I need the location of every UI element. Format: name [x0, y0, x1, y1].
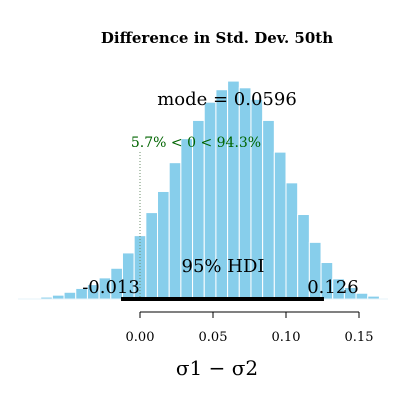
x-axis-ticks: 0.00 0.05 0.10 0.15 — [126, 312, 374, 345]
hdi-low-label: -0.013 — [82, 277, 140, 298]
hdi-label: 95% HDI — [182, 256, 265, 277]
x-tick-label: 0.05 — [199, 330, 228, 345]
histogram-bars — [40, 80, 392, 300]
mode-label: mode = 0.0596 — [157, 89, 297, 110]
histogram-bar — [285, 182, 299, 300]
histogram-bar — [51, 294, 65, 300]
histogram-bar — [145, 212, 159, 300]
histogram-bar — [273, 151, 287, 300]
x-axis-label: σ1 − σ2 — [176, 356, 258, 380]
hdi-high-label: 0.126 — [307, 277, 359, 298]
x-tick-label: 0.10 — [272, 330, 301, 345]
histogram-bar — [168, 162, 182, 300]
histogram-bar — [63, 291, 77, 300]
x-tick-label: 0.00 — [126, 330, 155, 345]
x-axis: 0.00 0.05 0.10 0.15 — [126, 311, 374, 345]
comparison-label: 5.7% < 0 < 94.3% — [131, 135, 261, 151]
x-tick-label: 0.15 — [345, 330, 374, 345]
chart-title: Difference in Std. Dev. 50th — [101, 29, 333, 47]
histogram-bar — [157, 190, 170, 300]
